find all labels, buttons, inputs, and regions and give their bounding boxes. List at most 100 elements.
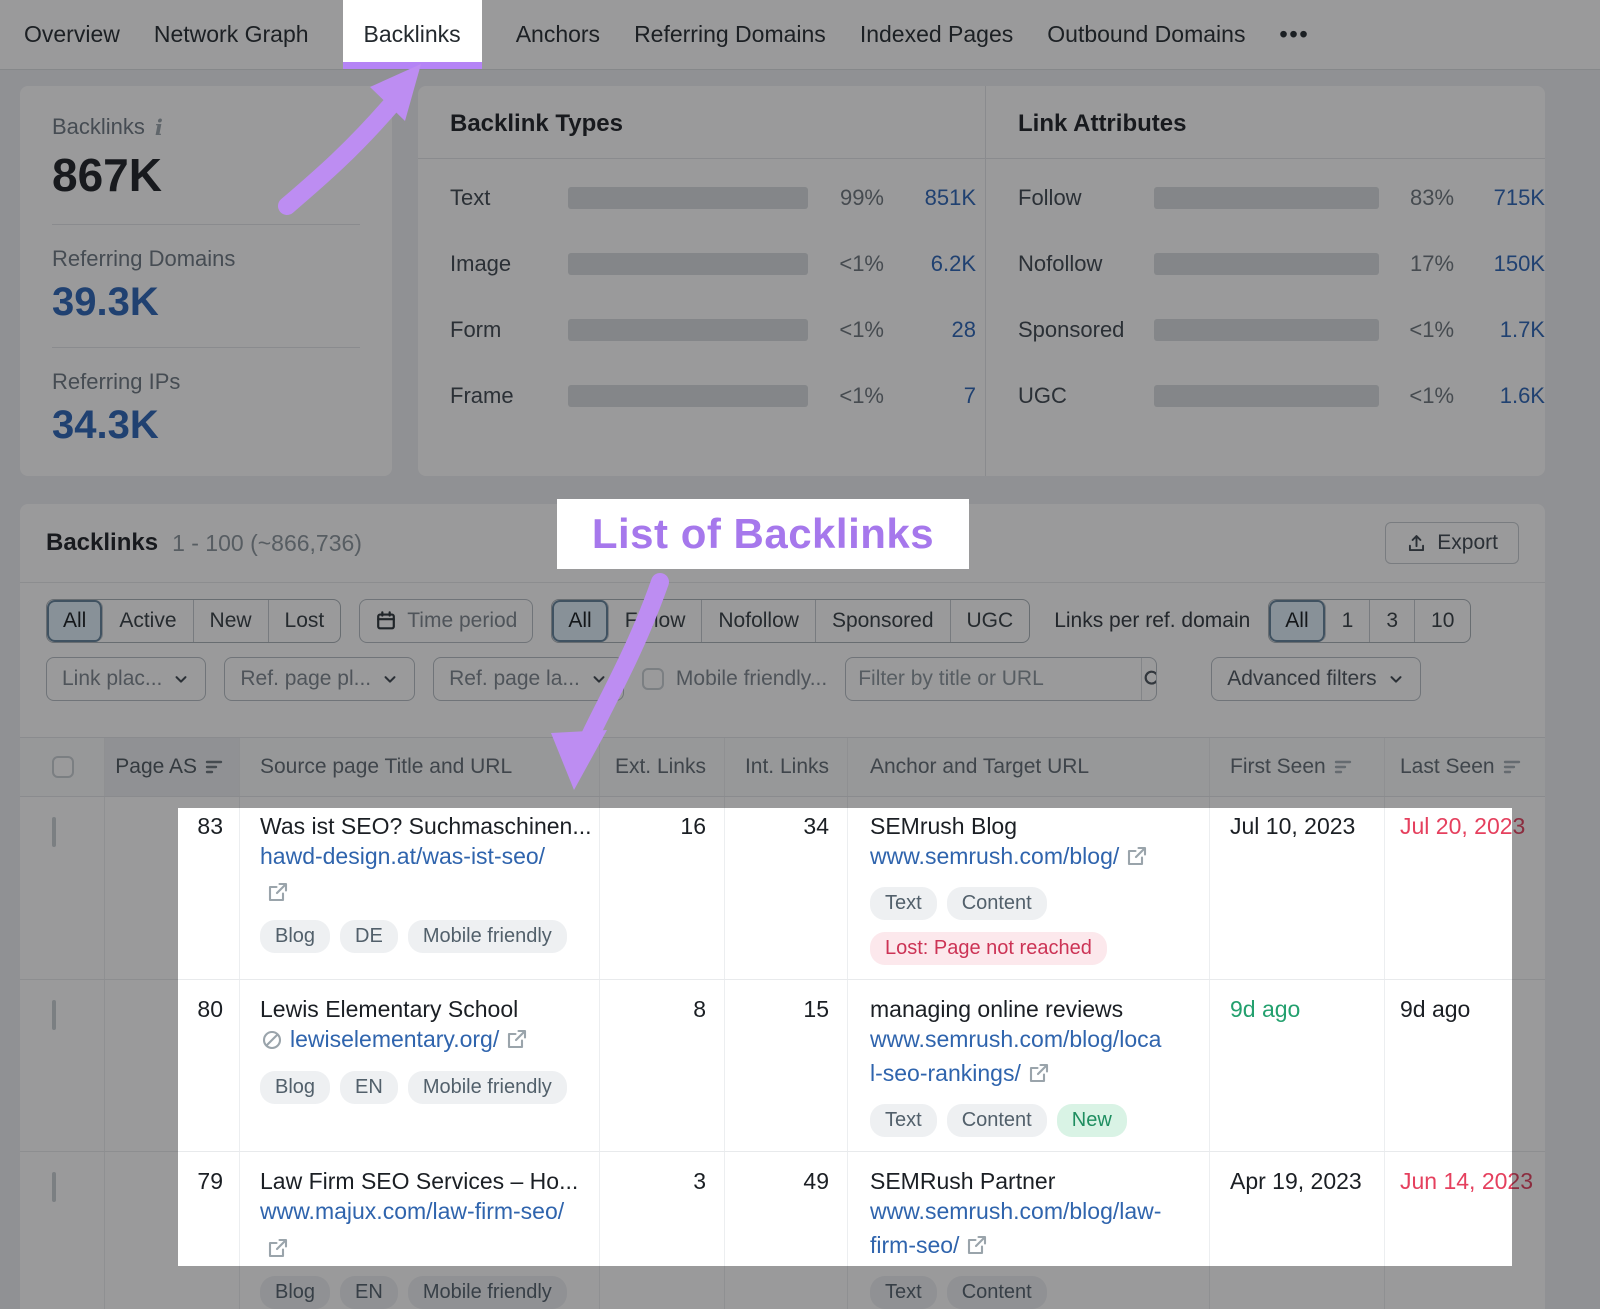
divider xyxy=(52,223,360,225)
follow-follow[interactable]: Follow xyxy=(609,600,703,642)
metric-value[interactable]: 851K xyxy=(924,185,976,210)
metric-value[interactable]: 150K xyxy=(1493,251,1545,276)
table-header-row: Page AS Source page Title and URL Ext. L… xyxy=(20,737,1545,797)
sort-icon[interactable] xyxy=(1334,759,1352,775)
tag: Mobile friendly xyxy=(407,1275,567,1309)
blocked-shield-icon xyxy=(262,1031,282,1050)
int-links-value: 49 xyxy=(725,1152,848,1309)
external-link-icon[interactable] xyxy=(965,1233,989,1257)
status-active[interactable]: Active xyxy=(103,600,194,642)
header-page-as[interactable]: Page AS xyxy=(105,738,240,796)
external-link-icon[interactable] xyxy=(266,1236,290,1260)
external-link-icon[interactable] xyxy=(1027,1061,1051,1085)
external-link-icon[interactable] xyxy=(266,880,290,904)
mobile-friendly-checkbox[interactable] xyxy=(641,668,664,690)
advanced-filters-button[interactable]: Advanced filters xyxy=(1211,657,1421,701)
table-row: 79 Law Firm SEO Services – Ho... www.maj… xyxy=(20,1152,1545,1309)
row-checkbox[interactable] xyxy=(52,817,56,847)
per-domain-3[interactable]: 3 xyxy=(1370,600,1416,642)
tab-anchors[interactable]: Anchors xyxy=(515,21,601,47)
metric-row-form: Form <1% 28 xyxy=(450,317,985,343)
export-button[interactable]: Export xyxy=(1385,522,1519,564)
source-url-link[interactable]: lewiselementary.org/ xyxy=(290,1026,500,1053)
row-checkbox[interactable] xyxy=(52,1172,56,1203)
int-links-value: 15 xyxy=(725,980,848,1152)
ref-page-language-dropdown[interactable]: Ref. page la... xyxy=(433,657,624,701)
metric-value[interactable]: 715K xyxy=(1493,185,1545,210)
metric-label: Image xyxy=(450,251,512,276)
tab-outbound-domains[interactable]: Outbound Domains xyxy=(1047,21,1246,47)
metric-bar xyxy=(1154,319,1379,341)
per-domain-all[interactable]: All xyxy=(1269,600,1326,642)
external-link-icon[interactable] xyxy=(1125,844,1149,868)
metric-row-follow: Follow 83% 715K xyxy=(1018,185,1545,211)
table-row: 83 Was ist SEO? Suchmaschinen... hawd-de… xyxy=(20,797,1545,981)
header-first-seen[interactable]: First Seen xyxy=(1210,738,1385,796)
search-icon[interactable] xyxy=(1141,658,1157,700)
metric-pct: 17% xyxy=(1410,251,1455,276)
link-placement-dropdown[interactable]: Link plac... xyxy=(46,657,207,701)
metric-label: Form xyxy=(450,317,502,342)
referring-domains-value[interactable]: 39.3K xyxy=(52,280,159,324)
metric-value[interactable]: 28 xyxy=(951,317,976,342)
metric-value[interactable]: 7 xyxy=(963,383,976,408)
row-checkbox[interactable] xyxy=(52,1000,56,1031)
header-ext-links: Ext. Links xyxy=(600,738,725,796)
header-last-seen[interactable]: Last Seen xyxy=(1385,738,1545,796)
target-url-link[interactable]: www.semrush.com/blog/local-seo-rankings/ xyxy=(870,1026,1162,1086)
first-seen-value: 9d ago xyxy=(1210,980,1385,1152)
metric-bar xyxy=(1154,385,1379,407)
page-as-value: 80 xyxy=(105,980,240,1152)
tag: Mobile friendly xyxy=(407,1070,567,1104)
backlink-types-panel: Backlink Types Text 99% 851K Image <1% 6… xyxy=(418,86,985,476)
referring-ips-value[interactable]: 34.3K xyxy=(52,403,159,447)
follow-all[interactable]: All xyxy=(552,600,609,642)
status-lost[interactable]: Lost xyxy=(284,609,325,632)
metric-bar xyxy=(568,319,808,341)
sort-icon[interactable] xyxy=(205,759,223,775)
tag: Mobile friendly xyxy=(407,920,567,954)
dropdown-label: Ref. page la... xyxy=(449,667,580,690)
status-new[interactable]: New xyxy=(194,600,269,642)
metric-value[interactable]: 6.2K xyxy=(930,251,976,276)
last-seen-value: 9d ago xyxy=(1400,996,1471,1023)
tab-backlinks-active[interactable]: Backlinks xyxy=(342,0,482,69)
dropdown-label: Link plac... xyxy=(62,667,163,690)
search-input[interactable] xyxy=(846,667,1142,691)
mobile-friendly-filter[interactable]: Mobile friendly... xyxy=(641,667,827,691)
ref-page-platform-dropdown[interactable]: Ref. page pl... xyxy=(224,657,416,701)
tab-indexed-pages[interactable]: Indexed Pages xyxy=(859,21,1014,47)
metric-pct: <1% xyxy=(1409,383,1455,408)
follow-sponsored[interactable]: Sponsored xyxy=(816,600,951,642)
tag: EN xyxy=(340,1275,398,1309)
target-url-link[interactable]: www.semrush.com/blog/ xyxy=(870,843,1120,869)
source-url-link[interactable]: hawd-design.at/was-ist-seo/ xyxy=(260,843,546,869)
tab-network-graph[interactable]: Network Graph xyxy=(153,21,309,47)
metric-pct: 83% xyxy=(1410,185,1455,210)
target-url-link[interactable]: www.semrush.com/blog/law-firm-seo/ xyxy=(870,1198,1162,1258)
tag: Content xyxy=(946,887,1047,921)
anchor-text: SEMrush Blog xyxy=(870,813,1018,839)
follow-nofollow[interactable]: Nofollow xyxy=(702,600,816,642)
time-period-button[interactable]: Time period xyxy=(359,599,534,643)
source-url-link[interactable]: www.majux.com/law-firm-seo/ xyxy=(260,1198,565,1225)
advanced-filters-label: Advanced filters xyxy=(1227,667,1377,690)
select-all-checkbox[interactable] xyxy=(52,756,74,778)
metric-value[interactable]: 1.6K xyxy=(1499,383,1545,408)
info-icon[interactable]: i xyxy=(154,114,163,140)
per-domain-10[interactable]: 10 xyxy=(1431,609,1455,632)
tag: Text xyxy=(870,887,937,921)
sort-icon[interactable] xyxy=(1503,759,1521,775)
follow-ugc[interactable]: UGC xyxy=(966,609,1014,632)
external-link-icon[interactable] xyxy=(505,1027,529,1051)
metric-bar xyxy=(1154,253,1379,275)
metric-value[interactable]: 1.7K xyxy=(1499,317,1545,342)
tab-overview[interactable]: Overview xyxy=(24,21,120,47)
more-tabs-button[interactable]: ••• xyxy=(1279,21,1310,47)
metric-row-nofollow: Nofollow 17% 150K xyxy=(1018,251,1545,277)
time-period-label: Time period xyxy=(407,609,518,632)
per-domain-1[interactable]: 1 xyxy=(1326,600,1371,642)
tab-referring-domains[interactable]: Referring Domains xyxy=(634,21,826,47)
metric-row-image: Image <1% 6.2K xyxy=(450,251,985,277)
status-all[interactable]: All xyxy=(47,600,104,642)
